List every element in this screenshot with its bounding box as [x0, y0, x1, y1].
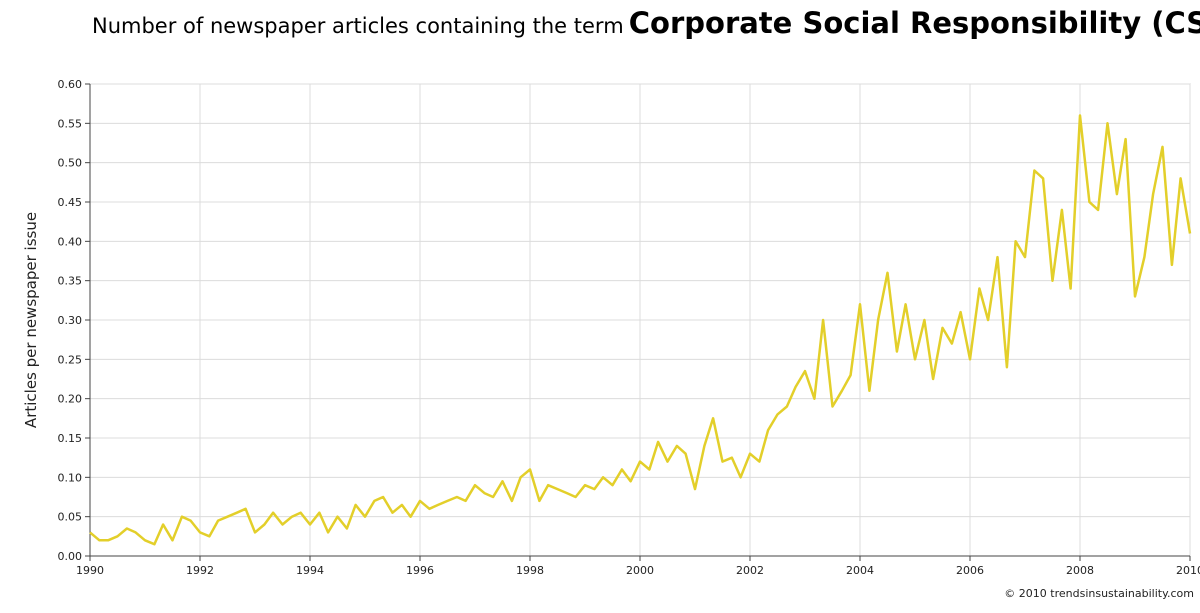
x-tick-label: 2002: [736, 564, 764, 577]
y-tick-label: 0.15: [58, 432, 83, 445]
y-tick-label: 0.30: [58, 314, 83, 327]
y-tick-label: 0.00: [58, 550, 83, 563]
x-tick-label: 1990: [76, 564, 104, 577]
title: Number of newspaper articles containing …: [92, 6, 1200, 40]
y-tick-label: 0.20: [58, 393, 83, 406]
y-tick-label: 0.25: [58, 353, 83, 366]
y-axis-label: Articles per newspaper issue: [22, 212, 40, 428]
credit: © 2010 trendsinsustainability.com: [1004, 587, 1194, 600]
x-tick-label: 2006: [956, 564, 984, 577]
x-tick-label: 2004: [846, 564, 874, 577]
x-tick-label: 1992: [186, 564, 214, 577]
y-tick-label: 0.50: [58, 157, 83, 170]
chart-title: Number of newspaper articles containing …: [92, 14, 624, 38]
y-tick-label: 0.10: [58, 471, 83, 484]
y-tick-label: 0.45: [58, 196, 83, 209]
x-tick-label: 2000: [626, 564, 654, 577]
x-tick-label: 1998: [516, 564, 544, 577]
x-tick-label: 2008: [1066, 564, 1094, 577]
y-tick-label: 0.35: [58, 275, 83, 288]
y-tick-label: 0.55: [58, 117, 83, 130]
y-tick-label: 0.40: [58, 235, 83, 248]
x-tick-label: 1996: [406, 564, 434, 577]
chart-title-emphasis: Corporate Social Responsibility (CSR): [628, 6, 1200, 40]
x-tick-label: 2010: [1176, 564, 1200, 577]
x-tick-label: 1994: [296, 564, 324, 577]
y-tick-label: 0.60: [58, 78, 83, 91]
data-line: [89, 114, 1192, 546]
y-tick-label: 0.05: [58, 511, 83, 524]
